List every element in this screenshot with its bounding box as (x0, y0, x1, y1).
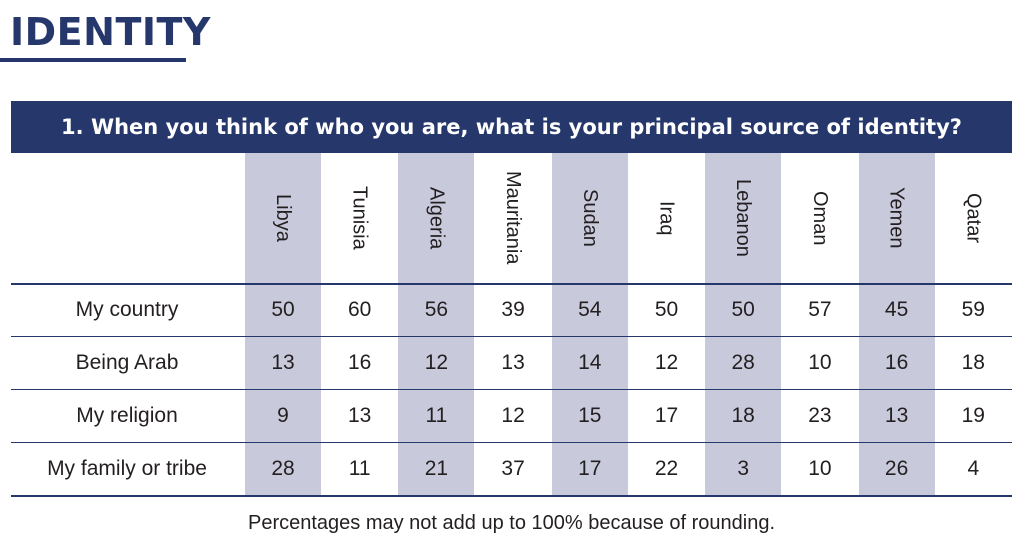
question-header: 1. When you think of who you are, what i… (11, 101, 1012, 153)
data-cell-my-family-or-tribe-algeria: 21 (424, 457, 449, 480)
data-cell-my-family-or-tribe-oman: 10 (808, 457, 832, 480)
column-shade-libya (245, 153, 321, 496)
data-cell-my-family-or-tribe-iraq: 22 (654, 457, 679, 480)
data-cell-my-religion-yemen: 13 (884, 404, 909, 427)
data-cell-being-arab-libya: 13 (271, 351, 295, 374)
data-cell-my-country-libya: 50 (271, 298, 295, 321)
data-cell-my-religion-qatar: 19 (961, 404, 985, 427)
column-header-libya: Libya (245, 153, 321, 283)
footnote: Percentages may not add up to 100% becau… (247, 511, 776, 534)
data-cell-my-religion-algeria: 11 (425, 404, 448, 427)
data-cell-my-country-iraq: 50 (654, 298, 679, 321)
column-shade-yemen (858, 153, 935, 496)
column-header-oman: Oman (782, 153, 858, 283)
row-label-my-country: My country (75, 298, 179, 321)
row-divider (11, 389, 1012, 390)
data-cell-my-country-yemen: 45 (884, 298, 909, 321)
column-header-sudan: Sudan (552, 153, 628, 283)
data-cell-being-arab-tunisia: 16 (348, 351, 372, 374)
data-cell-my-country-sudan: 54 (578, 298, 602, 321)
row-label-my-family-or-tribe: My family or tribe (47, 457, 207, 480)
column-header-label: Tunisia (348, 186, 371, 250)
header-rule (11, 283, 1012, 285)
column-shade-sudan (551, 153, 628, 496)
data-cell-my-country-mauritania: 39 (501, 298, 525, 321)
data-cell-being-arab-yemen: 16 (884, 351, 909, 374)
question-text: 1. When you think of who you are, what i… (61, 115, 962, 139)
row-label-being-arab: Being Arab (75, 351, 179, 374)
data-cell-my-religion-iraq: 17 (654, 404, 679, 427)
data-cell-my-country-lebanon: 50 (731, 298, 755, 321)
data-cell-my-religion-lebanon: 18 (731, 404, 755, 427)
data-cell-being-arab-iraq: 12 (654, 351, 679, 374)
column-header-label: Lebanon (732, 179, 755, 257)
data-cell-my-religion-libya: 9 (277, 404, 289, 427)
data-cell-being-arab-qatar: 18 (961, 351, 985, 374)
data-cell-my-family-or-tribe-tunisia: 11 (348, 457, 371, 480)
column-header-label: Oman (808, 190, 831, 246)
data-cell-my-country-qatar: 59 (961, 298, 985, 321)
section-title: IDENTITY (10, 10, 211, 54)
data-cell-being-arab-sudan: 14 (578, 351, 602, 374)
data-cell-being-arab-lebanon: 28 (731, 351, 755, 374)
data-cell-my-country-tunisia: 60 (348, 298, 372, 321)
column-header-label: Algeria (425, 186, 448, 250)
column-header-label: Sudan (578, 189, 601, 247)
row-divider (11, 495, 1012, 497)
column-header-algeria: Algeria (398, 153, 474, 283)
row-divider (11, 442, 1012, 443)
data-cell-my-family-or-tribe-sudan: 17 (578, 457, 602, 480)
column-shade-lebanon (705, 153, 782, 496)
data-cell-my-religion-tunisia: 13 (348, 404, 372, 427)
data-cell-my-religion-oman: 23 (808, 404, 832, 427)
column-header-iraq: Iraq (629, 153, 705, 283)
column-header-label: Yemen (885, 187, 908, 249)
column-header-lebanon: Lebanon (705, 153, 781, 283)
data-cell-being-arab-algeria: 12 (424, 351, 449, 374)
column-header-label: Mauritania (502, 171, 525, 265)
data-cell-my-family-or-tribe-lebanon: 3 (737, 457, 750, 480)
column-header-label: Iraq (655, 200, 678, 236)
column-header-qatar: Qatar (935, 153, 1011, 283)
data-cell-being-arab-mauritania: 13 (501, 351, 525, 374)
column-header-label: Libya (272, 194, 294, 242)
column-header-yemen: Yemen (859, 153, 935, 283)
data-cell-my-family-or-tribe-mauritania: 37 (501, 457, 525, 480)
row-divider (11, 336, 1012, 337)
data-cell-my-religion-mauritania: 12 (501, 404, 525, 427)
data-cell-my-family-or-tribe-yemen: 26 (884, 457, 909, 480)
data-cell-my-family-or-tribe-libya: 28 (271, 457, 295, 480)
data-cell-being-arab-oman: 10 (808, 351, 832, 374)
column-header-mauritania: Mauritania (475, 153, 551, 283)
data-cell-my-family-or-tribe-qatar: 4 (967, 457, 980, 480)
column-header-label: Qatar (962, 192, 985, 244)
row-label-my-religion: My religion (76, 404, 178, 427)
title-underline (0, 58, 186, 62)
column-header-tunisia: Tunisia (322, 153, 398, 283)
column-shade-algeria (398, 153, 475, 496)
data-cell-my-country-algeria: 56 (424, 298, 449, 321)
data-cell-my-religion-sudan: 15 (578, 404, 602, 427)
data-cell-my-country-oman: 57 (808, 298, 832, 321)
